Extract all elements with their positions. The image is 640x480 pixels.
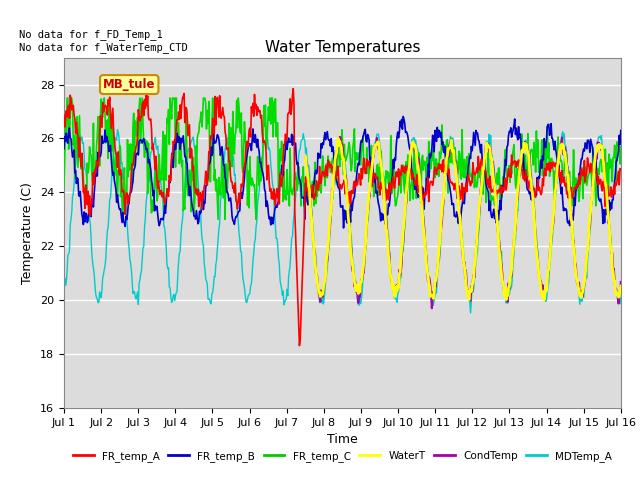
Text: No data for f_FD_Temp_1
No data for f_WaterTemp_CTD: No data for f_FD_Temp_1 No data for f_Wa… xyxy=(19,30,188,53)
X-axis label: Time: Time xyxy=(327,433,358,446)
Title: Water Temperatures: Water Temperatures xyxy=(265,40,420,55)
Legend: FR_temp_A, FR_temp_B, FR_temp_C, WaterT, CondTemp, MDTemp_A: FR_temp_A, FR_temp_B, FR_temp_C, WaterT,… xyxy=(68,446,616,466)
Text: MB_tule: MB_tule xyxy=(103,78,156,91)
Y-axis label: Temperature (C): Temperature (C) xyxy=(22,182,35,284)
